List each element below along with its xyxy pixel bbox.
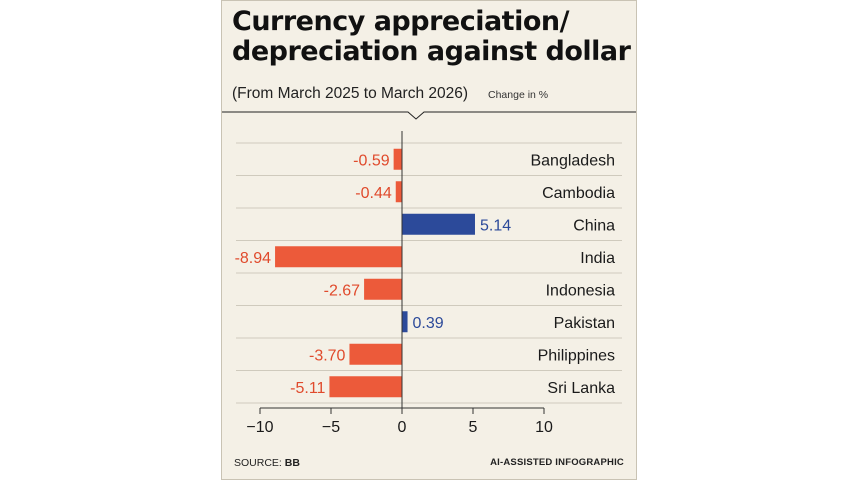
category-label: Bangladesh [530,152,615,169]
header-divider [222,111,636,120]
value-label: 5.14 [480,217,511,234]
source-label: SOURCE: [234,457,282,469]
title-line-1: Currency appreciation/ [232,6,569,37]
infographic-card: Currency appreciation/ depreciation agai… [221,0,637,480]
bar-india [275,246,402,268]
source-note: SOURCE: BB [234,457,300,469]
bar-cambodia [395,181,402,203]
value-label: 0.39 [413,315,444,332]
value-label: -0.59 [353,152,390,169]
bar-bangladesh [393,148,402,170]
category-label: Philippines [538,347,615,364]
category-label: Cambodia [542,185,615,202]
bar-china [402,213,475,235]
x-tick-label: −5 [322,419,340,436]
title-line-2: depreciation against dollar [232,36,631,67]
value-label: -5.11 [290,380,325,397]
chart-title: Currency appreciation/ depreciation agai… [232,7,632,67]
value-label: -8.94 [235,250,272,267]
bar-sri-lanka [329,376,402,398]
value-label: -0.44 [355,185,392,202]
category-label: Sri Lanka [547,380,615,397]
x-tick-label: 10 [535,419,553,436]
credit-note: AI-ASSISTED INFOGRAPHIC [490,457,624,468]
bar-pakistan [402,311,408,333]
source-value: BB [284,457,300,469]
category-label: China [573,217,615,234]
category-label: Pakistan [554,315,615,332]
x-tick-label: 5 [469,419,478,436]
value-label: -3.70 [309,347,346,364]
category-label: Indonesia [546,282,615,299]
unit-note: Change in % [488,89,549,101]
x-tick-label: 0 [398,419,407,436]
bar-philippines [349,343,402,365]
bar-indonesia [364,278,402,300]
x-tick-label: −10 [246,419,273,436]
category-label: India [580,250,615,267]
chart-subtitle: (From March 2025 to March 2026) [232,85,469,102]
value-label: -2.67 [324,282,361,299]
bar-chart: -0.59 Bangladesh -0.44 Cambodia 5.14 China -8.… [235,131,622,436]
